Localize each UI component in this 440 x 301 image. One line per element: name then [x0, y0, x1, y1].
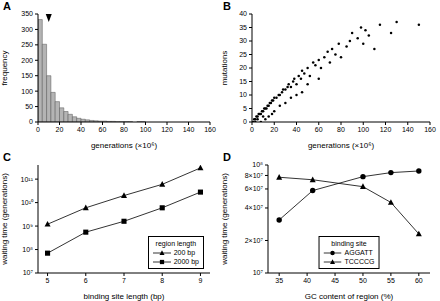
svg-text:15: 15	[239, 78, 247, 85]
svg-text:40: 40	[77, 126, 85, 133]
svg-text:60: 60	[315, 126, 323, 133]
svg-text:40: 40	[239, 10, 247, 17]
svg-text:8×10⁷: 8×10⁷	[245, 172, 264, 179]
svg-text:160: 160	[424, 126, 432, 133]
svg-text:10⁷: 10⁷	[253, 269, 264, 276]
svg-text:150: 150	[21, 72, 33, 79]
svg-text:50: 50	[359, 277, 367, 284]
svg-text:10⁹: 10⁹	[22, 223, 33, 230]
svg-text:6: 6	[84, 277, 88, 284]
html-text:200 bp: 200 bp	[173, 249, 196, 256]
svg-text:2×10⁷: 2×10⁷	[245, 237, 264, 244]
svg-text:waiting time (generations): waiting time (generations)	[220, 173, 229, 266]
svg-text:100: 100	[140, 126, 152, 133]
svg-text:35: 35	[275, 277, 283, 284]
svg-text:200: 200	[21, 57, 33, 64]
svg-text:120: 120	[161, 126, 173, 133]
svg-text:20: 20	[270, 126, 278, 133]
svg-text:10¹¹: 10¹¹	[21, 176, 34, 183]
svg-text:300: 300	[21, 26, 33, 33]
svg-text:0: 0	[250, 126, 254, 133]
html-text:binding site: binding site	[331, 240, 367, 247]
svg-text:40: 40	[303, 277, 311, 284]
svg-text:60: 60	[99, 126, 107, 133]
svg-text:20: 20	[239, 64, 247, 71]
svg-text:60: 60	[415, 277, 423, 284]
svg-text:10: 10	[239, 91, 247, 98]
svg-text:frequency: frequency	[8, 50, 9, 85]
svg-text:35: 35	[239, 24, 247, 31]
svg-text:80: 80	[120, 126, 128, 133]
svg-text:55: 55	[387, 277, 395, 284]
svg-text:5: 5	[243, 105, 247, 112]
svg-text:140: 140	[402, 126, 414, 133]
svg-text:7: 7	[122, 277, 126, 284]
svg-text:4×10⁷: 4×10⁷	[245, 204, 264, 211]
svg-text:10⁸: 10⁸	[252, 161, 263, 168]
html-text:TCCCCG: TCCCCG	[344, 258, 375, 265]
html-text:AGGATT: AGGATT	[344, 249, 373, 256]
svg-text:binding site length (bp): binding site length (bp)	[84, 292, 165, 301]
svg-text:250: 250	[21, 41, 33, 48]
svg-text:GC content of region (%): GC content of region (%)	[305, 292, 394, 301]
svg-text:20: 20	[56, 126, 64, 133]
html-text:D: D	[223, 151, 231, 163]
svg-text:generations (×10⁶): generations (×10⁶)	[91, 141, 158, 150]
html-text:B: B	[223, 0, 231, 12]
html-text:region length: region length	[155, 240, 197, 247]
svg-text:45: 45	[331, 277, 339, 284]
html-text:A: A	[3, 0, 11, 12]
svg-text:9: 9	[198, 277, 202, 284]
svg-text:140: 140	[183, 126, 195, 133]
svg-text:10¹⁰: 10¹⁰	[21, 199, 34, 206]
svg-text:10⁷: 10⁷	[23, 269, 34, 276]
svg-text:0: 0	[36, 126, 40, 133]
svg-text:80: 80	[337, 126, 345, 133]
html-text:C: C	[3, 151, 11, 163]
svg-text:waiting time (generations): waiting time (generations)	[8, 173, 9, 266]
svg-text:mutations: mutations	[220, 51, 229, 86]
svg-text:160: 160	[204, 126, 216, 133]
svg-text:generations (×10⁶): generations (×10⁶)	[308, 141, 375, 150]
svg-text:10⁸: 10⁸	[22, 246, 33, 253]
svg-text:350: 350	[21, 10, 33, 17]
svg-text:120: 120	[380, 126, 392, 133]
svg-text:50: 50	[25, 103, 33, 110]
html-text:2000 bp: 2000 bp	[173, 258, 199, 265]
svg-text:0: 0	[243, 118, 247, 125]
svg-text:6×10⁷: 6×10⁷	[245, 185, 264, 192]
svg-text:40: 40	[293, 126, 301, 133]
svg-text:30: 30	[239, 37, 247, 44]
svg-text:8: 8	[160, 277, 164, 284]
svg-text:100: 100	[21, 88, 33, 95]
svg-text:100: 100	[357, 126, 369, 133]
svg-text:0: 0	[29, 118, 33, 125]
svg-text:25: 25	[239, 51, 247, 58]
svg-text:5: 5	[46, 277, 50, 284]
